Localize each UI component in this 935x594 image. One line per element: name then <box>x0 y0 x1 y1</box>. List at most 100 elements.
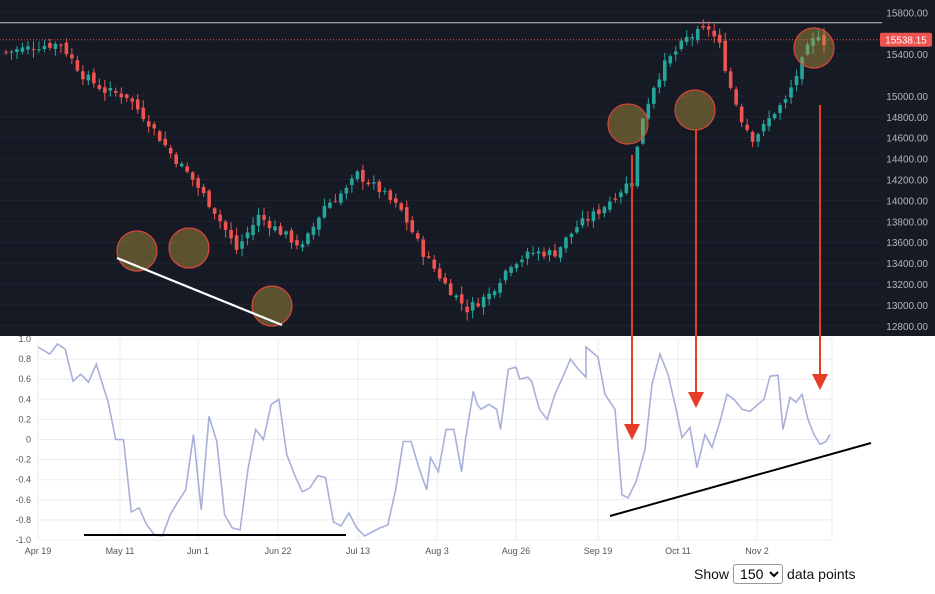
highlight-circle <box>607 103 649 145</box>
candle-body <box>295 240 299 246</box>
candle-body <box>657 79 662 88</box>
osc-x-tick-label: Oct 11 <box>665 546 691 556</box>
candle-body <box>124 94 129 99</box>
osc-x-tick-label: Aug 26 <box>502 546 531 556</box>
candle-body <box>113 90 118 93</box>
candle-body <box>383 190 387 192</box>
candle-body <box>97 85 102 90</box>
price-chart-panel[interactable]: 15800.00 15400.00 15000.00 14800.00 14600.00… <box>0 0 935 336</box>
candle-body <box>547 250 552 256</box>
candle-body <box>37 49 41 51</box>
candle-body <box>26 46 30 50</box>
candle-body <box>267 220 272 229</box>
data-points-control: Show 150 data points <box>694 563 856 585</box>
osc-x-tick-label: Sep 19 <box>584 546 613 556</box>
candle-body <box>591 211 596 222</box>
candle-body <box>454 295 458 298</box>
candle-body <box>717 34 722 43</box>
candle-body <box>190 172 195 180</box>
oscillator-line-chart[interactable]: 1.0 0.8 0.6 0.4 0.2 0 -0.2 -0.4 -0.6 -0.8 -1.0Apr … <box>0 334 935 558</box>
candle-body <box>415 233 420 239</box>
candle-body <box>805 44 810 55</box>
candle-body <box>53 43 58 49</box>
candle-body <box>251 225 255 236</box>
candle-body <box>15 49 19 53</box>
candle-body <box>706 26 711 30</box>
candle-body <box>586 218 590 221</box>
candle-body <box>64 42 69 54</box>
oscillator-series-line <box>37 342 831 537</box>
candle-body <box>811 38 815 46</box>
candle-body <box>185 166 189 172</box>
candle-body <box>223 221 228 230</box>
candle-body <box>564 237 568 249</box>
candle-body <box>712 30 717 37</box>
candle-body <box>635 146 640 187</box>
price-tick-label: 14400.00 <box>886 155 928 166</box>
candle-body <box>31 49 36 51</box>
candle-body <box>756 134 760 142</box>
candle-body <box>157 131 162 141</box>
candle-body <box>630 182 634 187</box>
candle-body <box>597 209 601 214</box>
candle-body <box>146 121 151 127</box>
candle-body <box>542 251 546 257</box>
candle-body <box>372 182 376 184</box>
candle-body <box>229 229 233 239</box>
candle-body <box>646 103 651 119</box>
osc-y-tick-label: 1.0 <box>18 336 31 344</box>
candle-body <box>196 178 200 188</box>
candle-body <box>514 264 519 269</box>
candle-body <box>328 202 332 208</box>
candle-body <box>690 36 695 39</box>
price-tick-label: 14000.00 <box>886 196 928 207</box>
candle-body <box>245 232 250 239</box>
candle-body <box>602 207 607 214</box>
osc-x-tick-label: Apr 19 <box>25 546 52 556</box>
candle-body <box>448 283 453 295</box>
osc-y-tick-label: 0 <box>26 435 31 445</box>
show-label: Show <box>694 566 730 582</box>
candle-body <box>465 306 469 313</box>
price-tick-label: 13000.00 <box>886 301 928 312</box>
candle-body <box>103 87 107 93</box>
candle-body <box>520 259 524 263</box>
data-points-select[interactable]: 150 <box>733 564 784 584</box>
candle-body <box>728 71 733 88</box>
highlight-circle <box>168 227 210 269</box>
candle-body <box>822 34 826 46</box>
price-trendline <box>116 256 283 327</box>
candle-body <box>322 206 327 218</box>
candle-body <box>459 294 464 304</box>
candle-body <box>772 113 777 119</box>
price-tick-label: 15000.00 <box>886 92 928 103</box>
candle-body <box>531 253 535 255</box>
price-tick-label: 14600.00 <box>886 134 928 145</box>
candle-body <box>608 201 612 210</box>
candle-body <box>278 226 283 235</box>
candle-body <box>75 60 80 71</box>
oscillator-chart-panel[interactable]: 1.0 0.8 0.6 0.4 0.2 0 -0.2 -0.4 -0.6 -0.8 -1.0 Apr … <box>0 334 935 558</box>
candle-body <box>350 178 354 185</box>
candle-body <box>289 230 294 243</box>
price-tick-label: 15800.00 <box>886 8 928 19</box>
candle-body <box>481 296 486 308</box>
candle-body <box>613 198 618 200</box>
candle-body <box>701 25 706 28</box>
candle-body <box>421 239 426 257</box>
candlestick-chart[interactable]: 15800.00 15400.00 15000.00 14800.00 14600.00… <box>0 0 935 336</box>
osc-x-tick-label: Jun 22 <box>264 546 291 556</box>
osc-y-tick-label: -0.2 <box>15 455 31 465</box>
candle-body <box>344 187 349 194</box>
osc-y-tick-label: -0.4 <box>15 475 31 485</box>
candle-body <box>668 56 673 64</box>
candle-body <box>393 198 398 203</box>
candle-body <box>619 192 623 198</box>
candle-body <box>509 267 513 273</box>
osc-y-tick-label: 0.4 <box>18 394 31 404</box>
candle-body <box>487 293 491 300</box>
candle-body <box>20 47 25 52</box>
price-tick-label: 13800.00 <box>886 217 928 228</box>
candle-body <box>141 107 146 120</box>
candle-body <box>580 218 585 226</box>
